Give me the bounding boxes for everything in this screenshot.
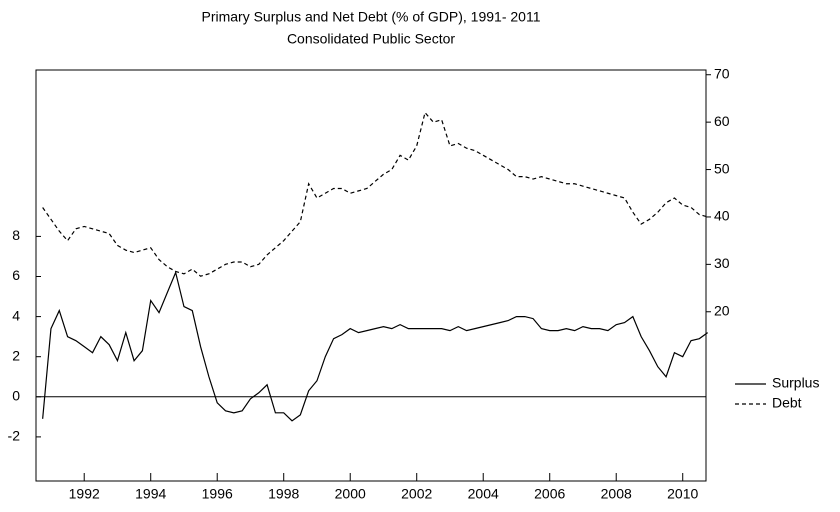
y-tick-label: 2 xyxy=(12,347,20,363)
y-tick-label: 4 xyxy=(12,307,20,323)
y2-tick-label: 70 xyxy=(714,65,730,81)
chart-title: Primary Surplus and Net Debt (% of GDP),… xyxy=(201,9,540,25)
y2-tick-label: 20 xyxy=(714,302,730,318)
x-tick-label: 2008 xyxy=(601,486,632,502)
x-tick-label: 2004 xyxy=(468,486,499,502)
x-tick-label: 2000 xyxy=(335,486,366,502)
y-tick-label: -2 xyxy=(8,428,21,444)
x-tick-label: 2006 xyxy=(534,486,565,502)
series-line xyxy=(42,270,709,422)
x-tick-label: 1996 xyxy=(202,486,233,502)
y-tick-label: 0 xyxy=(12,387,20,403)
y-tick-label: 6 xyxy=(12,267,20,283)
y2-tick-label: 40 xyxy=(714,208,730,224)
legend-label: Surplus xyxy=(772,375,819,391)
y2-tick-label: 50 xyxy=(714,160,730,176)
plot-frame xyxy=(35,69,707,482)
x-tick-label: 1994 xyxy=(135,486,166,502)
y2-tick-label: 30 xyxy=(714,255,730,271)
series-line xyxy=(42,111,708,277)
chart-subtitle: Consolidated Public Sector xyxy=(287,31,455,47)
x-tick-label: 2002 xyxy=(401,486,432,502)
y2-tick-label: 60 xyxy=(714,113,730,129)
x-tick-label: 1992 xyxy=(69,486,100,502)
x-tick-label: 1998 xyxy=(268,486,299,502)
legend-label: Debt xyxy=(772,395,802,411)
x-tick-label: 2010 xyxy=(667,486,698,502)
y-tick-label: 8 xyxy=(12,227,20,243)
